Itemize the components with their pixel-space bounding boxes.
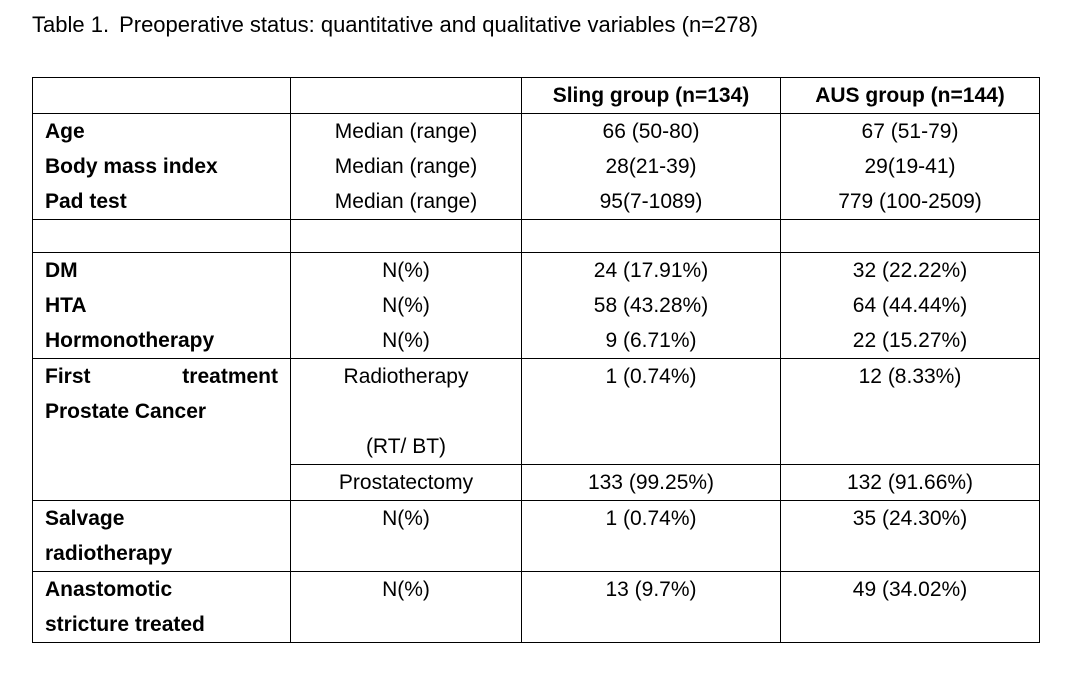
- row-stat: Median (range): [290, 113, 522, 149]
- table-caption: Table 1. Preoperative status: quantitativ…: [32, 12, 768, 38]
- row-aus-value: 132 (91.66%): [780, 464, 1040, 501]
- row-aus-value: 67 (51-79): [780, 113, 1040, 149]
- row-stat: N(%): [290, 323, 522, 359]
- variable-line: Salvage: [45, 507, 125, 530]
- stat-label: Radiotherapy: [343, 365, 469, 388]
- row-stat: Median (range): [290, 149, 522, 184]
- table-row-salvage-radiotherapy: Salvage radiotherapy N(%) 1 (0.74%) 35 (…: [32, 500, 1040, 572]
- blank-cell: [521, 219, 781, 253]
- row-aus-value: 29(19-41): [780, 149, 1040, 184]
- header-row: Sling group (n=134) AUS group (n=144): [32, 77, 1040, 114]
- row-sling-value: 28(21-39): [521, 149, 781, 184]
- row-sling-value: 9 (6.71%): [521, 323, 781, 359]
- variable-word: treatment: [182, 365, 278, 388]
- row-variable-first-treatment: First treatment Prostate Cancer: [32, 358, 291, 501]
- row-variable: Age: [32, 113, 291, 149]
- variable-line: stricture treated: [45, 613, 205, 636]
- row-stat: N(%): [290, 288, 522, 323]
- table-row-pad-test: Pad test Median (range) 95(7-1089) 779 (…: [32, 184, 1040, 220]
- row-stat-prostatectomy: Prostatectomy: [290, 464, 522, 501]
- table-row-bmi: Body mass index Median (range) 28(21-39)…: [32, 149, 1040, 184]
- table-row-age: Age Median (range) 66 (50-80) 67 (51-79): [32, 113, 1040, 149]
- table-caption-text: Preoperative status: quantitative and qu…: [119, 12, 759, 37]
- table-row-anastomotic-stricture: Anastomotic stricture treated N(%) 13 (9…: [32, 571, 1040, 643]
- variable-line: Prostate Cancer: [45, 400, 207, 423]
- variable-line: radiotherapy: [45, 542, 173, 565]
- header-cell-sling: Sling group (n=134): [521, 77, 781, 114]
- row-variable: Salvage radiotherapy: [32, 500, 291, 572]
- blank-row: [32, 219, 1040, 253]
- blank-cell: [780, 219, 1040, 253]
- row-variable: Anastomotic stricture treated: [32, 571, 291, 643]
- row-variable: HTA: [32, 288, 291, 323]
- variable-word: First: [45, 365, 91, 388]
- stat-sublabel: (RT/ BT): [365, 435, 447, 458]
- header-cell-stat: [290, 77, 522, 114]
- blank-cell: [290, 219, 522, 253]
- row-aus-value: 779 (100-2509): [780, 184, 1040, 220]
- header-cell-aus: AUS group (n=144): [780, 77, 1040, 114]
- row-sling-value: 95(7-1089): [521, 184, 781, 220]
- row-aus-value: 32 (22.22%): [780, 252, 1040, 288]
- table-row-first-treatment-prostatectomy: Prostatectomy 133 (99.25%) 132 (91.66%): [33, 464, 1040, 501]
- row-aus-value: 22 (15.27%): [780, 323, 1040, 359]
- row-variable: Pad test: [32, 184, 291, 220]
- blank-cell: [32, 219, 291, 253]
- row-variable: DM: [32, 252, 291, 288]
- row-stat: Median (range): [290, 184, 522, 220]
- row-aus-value: 35 (24.30%): [780, 500, 1040, 572]
- row-variable: Hormonotherapy: [32, 323, 291, 359]
- row-sling-value: 58 (43.28%): [521, 288, 781, 323]
- row-aus-value: 12 (8.33%): [780, 358, 1040, 465]
- table-row-hormonotherapy: Hormonotherapy N(%) 9 (6.71%) 22 (15.27%…: [32, 323, 1040, 359]
- table-caption-label: Table 1.: [32, 12, 110, 37]
- variable-line: Anastomotic: [45, 578, 173, 601]
- header-cell-variable: [32, 77, 291, 114]
- row-sling-value: 66 (50-80): [521, 113, 781, 149]
- row-sling-value: 13 (9.7%): [521, 571, 781, 643]
- table-row-dm: DM N(%) 24 (17.91%) 32 (22.22%): [32, 252, 1040, 288]
- row-sling-value: 133 (99.25%): [521, 464, 781, 501]
- row-stat: N(%): [290, 571, 522, 643]
- row-stat: N(%): [290, 252, 522, 288]
- table-row-first-treatment-radiotherapy: First treatment Prostate Cancer Radiothe…: [32, 358, 1040, 501]
- preoperative-status-table: Sling group (n=134) AUS group (n=144) Ag…: [32, 77, 1040, 643]
- row-aus-value: 64 (44.44%): [780, 288, 1040, 323]
- row-sling-value: 1 (0.74%): [521, 358, 781, 465]
- row-stat: N(%): [290, 500, 522, 572]
- row-sling-value: 24 (17.91%): [521, 252, 781, 288]
- row-stat-radiotherapy: Radiotherapy (RT/ BT): [290, 358, 522, 465]
- table-row-hta: HTA N(%) 58 (43.28%) 64 (44.44%): [32, 288, 1040, 323]
- row-aus-value: 49 (34.02%): [780, 571, 1040, 643]
- row-variable: Body mass index: [32, 149, 291, 184]
- row-sling-value: 1 (0.74%): [521, 500, 781, 572]
